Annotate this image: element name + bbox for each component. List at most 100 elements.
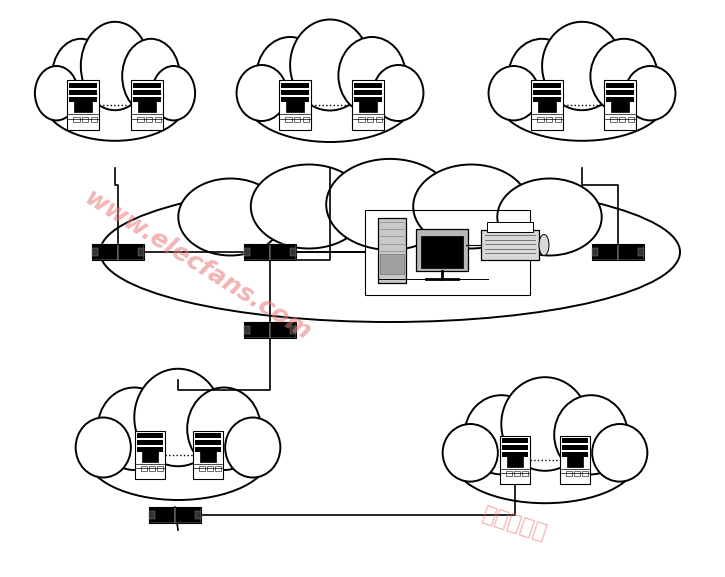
FancyBboxPatch shape	[244, 326, 250, 334]
FancyBboxPatch shape	[141, 466, 147, 471]
FancyBboxPatch shape	[281, 89, 309, 95]
Ellipse shape	[236, 65, 287, 121]
FancyBboxPatch shape	[514, 471, 520, 476]
FancyBboxPatch shape	[367, 117, 373, 122]
Ellipse shape	[554, 395, 628, 474]
FancyBboxPatch shape	[563, 445, 588, 450]
FancyBboxPatch shape	[567, 456, 583, 467]
Ellipse shape	[465, 395, 538, 474]
FancyBboxPatch shape	[195, 433, 220, 438]
Ellipse shape	[123, 39, 180, 114]
FancyBboxPatch shape	[281, 83, 309, 88]
Ellipse shape	[35, 66, 78, 121]
FancyBboxPatch shape	[175, 507, 201, 523]
Ellipse shape	[134, 369, 222, 466]
Ellipse shape	[290, 20, 370, 111]
Ellipse shape	[508, 39, 576, 114]
FancyBboxPatch shape	[560, 436, 590, 484]
FancyBboxPatch shape	[149, 511, 155, 519]
Ellipse shape	[498, 59, 666, 141]
Ellipse shape	[539, 234, 549, 256]
FancyBboxPatch shape	[563, 439, 588, 443]
FancyBboxPatch shape	[154, 117, 161, 122]
Ellipse shape	[542, 22, 622, 110]
FancyBboxPatch shape	[195, 511, 201, 519]
Ellipse shape	[590, 39, 658, 114]
FancyBboxPatch shape	[133, 89, 161, 95]
FancyBboxPatch shape	[628, 117, 634, 122]
Ellipse shape	[257, 37, 323, 114]
Ellipse shape	[100, 182, 680, 322]
FancyBboxPatch shape	[270, 244, 296, 260]
Ellipse shape	[339, 37, 405, 114]
FancyBboxPatch shape	[500, 436, 530, 484]
FancyBboxPatch shape	[611, 101, 629, 112]
FancyBboxPatch shape	[563, 452, 588, 456]
FancyBboxPatch shape	[302, 117, 309, 122]
FancyBboxPatch shape	[380, 254, 404, 273]
FancyBboxPatch shape	[137, 433, 162, 438]
FancyBboxPatch shape	[118, 244, 144, 260]
FancyBboxPatch shape	[70, 83, 96, 88]
FancyBboxPatch shape	[137, 447, 162, 452]
FancyBboxPatch shape	[135, 431, 165, 479]
Ellipse shape	[453, 417, 637, 503]
FancyBboxPatch shape	[534, 89, 560, 95]
FancyBboxPatch shape	[352, 80, 384, 130]
FancyBboxPatch shape	[566, 471, 572, 476]
Ellipse shape	[497, 178, 602, 256]
FancyBboxPatch shape	[74, 101, 92, 112]
FancyBboxPatch shape	[207, 466, 213, 471]
FancyBboxPatch shape	[244, 244, 270, 260]
FancyBboxPatch shape	[137, 440, 162, 445]
FancyBboxPatch shape	[286, 101, 304, 112]
Ellipse shape	[43, 59, 187, 141]
Ellipse shape	[625, 66, 676, 121]
FancyBboxPatch shape	[618, 244, 644, 260]
FancyBboxPatch shape	[555, 117, 561, 122]
FancyBboxPatch shape	[149, 466, 155, 471]
FancyBboxPatch shape	[582, 471, 588, 476]
FancyBboxPatch shape	[421, 236, 463, 268]
FancyBboxPatch shape	[286, 117, 291, 122]
Ellipse shape	[52, 39, 109, 114]
FancyBboxPatch shape	[507, 456, 523, 467]
FancyBboxPatch shape	[290, 326, 296, 334]
FancyBboxPatch shape	[70, 89, 96, 95]
FancyBboxPatch shape	[376, 117, 382, 122]
FancyBboxPatch shape	[638, 248, 644, 256]
FancyBboxPatch shape	[355, 96, 381, 102]
Ellipse shape	[80, 22, 149, 110]
Ellipse shape	[413, 164, 529, 249]
FancyBboxPatch shape	[270, 322, 296, 338]
FancyBboxPatch shape	[215, 466, 221, 471]
Ellipse shape	[251, 164, 367, 249]
FancyBboxPatch shape	[502, 439, 528, 443]
FancyBboxPatch shape	[574, 471, 580, 476]
FancyBboxPatch shape	[67, 80, 99, 130]
FancyBboxPatch shape	[279, 80, 311, 130]
FancyBboxPatch shape	[133, 83, 161, 88]
FancyBboxPatch shape	[355, 89, 381, 95]
FancyBboxPatch shape	[606, 89, 634, 95]
Ellipse shape	[592, 424, 647, 482]
Ellipse shape	[75, 418, 130, 478]
Ellipse shape	[246, 58, 414, 142]
FancyBboxPatch shape	[138, 117, 144, 122]
FancyBboxPatch shape	[73, 117, 80, 122]
FancyBboxPatch shape	[195, 447, 220, 452]
FancyBboxPatch shape	[200, 451, 216, 462]
Text: www.elecfans.com: www.elecfans.com	[80, 185, 315, 345]
FancyBboxPatch shape	[133, 96, 161, 102]
FancyBboxPatch shape	[244, 322, 270, 338]
FancyBboxPatch shape	[604, 80, 636, 130]
FancyBboxPatch shape	[91, 117, 97, 122]
FancyBboxPatch shape	[506, 471, 512, 476]
Ellipse shape	[373, 65, 423, 121]
FancyBboxPatch shape	[70, 96, 96, 102]
FancyBboxPatch shape	[534, 96, 560, 102]
Ellipse shape	[326, 159, 454, 250]
Ellipse shape	[86, 410, 270, 500]
FancyBboxPatch shape	[358, 117, 365, 122]
FancyBboxPatch shape	[531, 80, 563, 130]
